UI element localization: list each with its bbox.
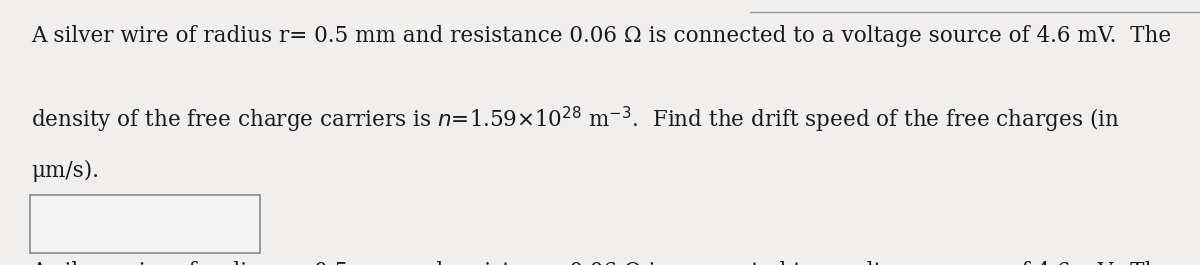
Text: density of the free charge carriers is $\mathit{n}$=1.59$\times$10$^{28}$ m$^{-3: density of the free charge carriers is $… (31, 105, 1120, 135)
Text: μm/s).: μm/s). (31, 160, 100, 182)
Text: A silver wire of radius r= 0.5 mm and resistance 0.06 Ω is connected to a voltag: A silver wire of radius r= 0.5 mm and re… (31, 25, 1171, 47)
Text: A silver wire of radius r= 0.5 mm and resistance 0.06 Ω is connected to a voltag: A silver wire of radius r= 0.5 mm and re… (31, 262, 1171, 265)
Bar (30, 195, 260, 253)
